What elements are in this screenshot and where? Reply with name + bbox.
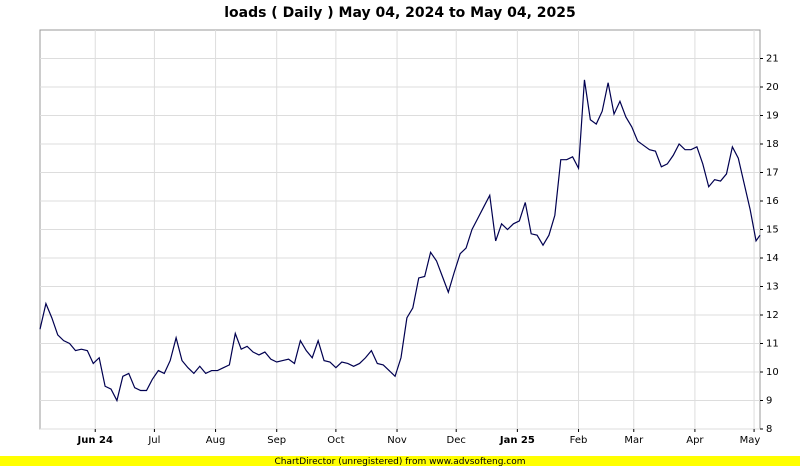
y-tick-label: 8 bbox=[766, 424, 772, 435]
x-tick-label: Apr bbox=[686, 435, 704, 446]
y-tick-label: 16 bbox=[766, 196, 779, 207]
data-line bbox=[39, 79, 761, 403]
y-tick-label: 10 bbox=[766, 367, 779, 378]
x-tick-label: Mar bbox=[624, 435, 644, 446]
footer-bar bbox=[0, 456, 800, 466]
x-tick-label: Nov bbox=[387, 435, 407, 446]
x-tick-label: Dec bbox=[447, 435, 466, 446]
y-tick-label: 21 bbox=[766, 54, 779, 65]
y-tick-label: 12 bbox=[766, 310, 779, 321]
y-tick-label: 14 bbox=[766, 253, 779, 264]
y-tick-label: 19 bbox=[766, 111, 779, 122]
y-tick-label: 18 bbox=[766, 139, 779, 150]
x-tick-label: Jan 25 bbox=[499, 435, 535, 446]
footer: ChartDirector (unregistered) from www.ad… bbox=[274, 457, 525, 466]
chart-title: loads ( Daily ) May 04, 2024 to May 04, … bbox=[224, 5, 576, 21]
x-tick-label: Aug bbox=[206, 435, 226, 446]
x-tick-label: Jul bbox=[147, 435, 160, 446]
x-tick-label: Feb bbox=[570, 435, 588, 446]
y-tick-label: 13 bbox=[766, 282, 779, 293]
x-tick-label: Jun 24 bbox=[77, 435, 113, 446]
y-tick-label: 17 bbox=[766, 168, 779, 179]
y-tick-label: 15 bbox=[766, 225, 779, 236]
x-tick-label: Sep bbox=[267, 435, 286, 446]
y-tick-label: 20 bbox=[766, 82, 779, 93]
x-tick-label: May bbox=[740, 435, 761, 446]
y-tick-label: 9 bbox=[766, 396, 772, 407]
y-tick-label: 11 bbox=[766, 339, 779, 350]
x-tick-label: Oct bbox=[327, 435, 344, 446]
